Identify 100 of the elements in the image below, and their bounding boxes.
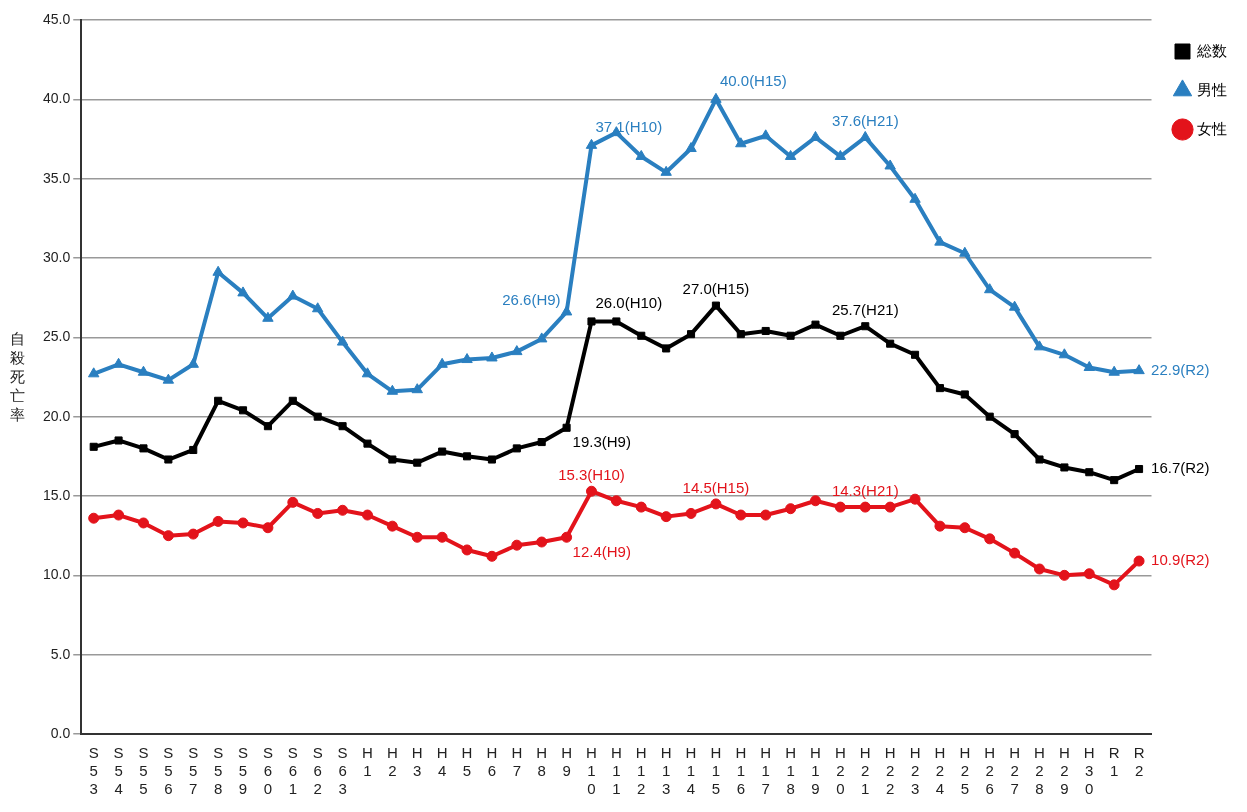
point: [88, 512, 100, 524]
x-tick-label: H12: [635, 744, 647, 798]
x-tick-label: H16: [735, 744, 747, 798]
point: [886, 339, 895, 348]
point: [1110, 476, 1119, 485]
point: [1108, 365, 1120, 376]
annotation: 37.6(H21): [831, 112, 899, 130]
point: [909, 493, 921, 505]
annotation: 10.9(R2): [1151, 551, 1210, 569]
x-tick-label: S59: [238, 744, 249, 798]
point: [660, 165, 672, 176]
x-tick-label: H1: [362, 744, 373, 780]
point: [313, 412, 322, 421]
point: [386, 384, 399, 395]
point: [585, 485, 597, 497]
x-tick-label: S57: [188, 744, 199, 798]
x-tick-label: H7: [511, 744, 523, 780]
point: [984, 533, 996, 545]
point: [909, 192, 921, 203]
point: [687, 330, 696, 339]
point: [1008, 300, 1021, 311]
legend-label: 総数: [1196, 41, 1227, 59]
x-tick-label: H3: [411, 744, 423, 780]
point: [1033, 340, 1046, 351]
point: [312, 507, 324, 519]
point: [486, 351, 498, 362]
x-tick-label: S53: [88, 744, 99, 798]
point: [413, 458, 422, 467]
point: [859, 130, 871, 141]
x-tick-label: H23: [909, 744, 921, 798]
annotation: 26.6(H9): [502, 290, 561, 308]
point: [561, 531, 573, 543]
point: [461, 353, 473, 364]
x-tick-label: H17: [760, 744, 772, 798]
point: [436, 531, 448, 543]
point: [361, 367, 374, 378]
point: [162, 373, 175, 384]
point: [512, 444, 521, 453]
point: [1058, 569, 1070, 581]
x-tick-label: S56: [163, 744, 174, 798]
point: [312, 302, 324, 313]
annotation: 27.0(H15): [682, 280, 750, 298]
point: [635, 149, 647, 160]
point: [811, 320, 820, 329]
point: [262, 311, 274, 322]
point: [859, 501, 871, 513]
x-tick-label: H28: [1034, 744, 1045, 798]
x-tick-label: H4: [436, 744, 448, 780]
point: [834, 501, 846, 513]
x-tick-label: H9: [561, 744, 573, 780]
annotation: 22.9(R2): [1151, 360, 1210, 378]
x-tick-label: H13: [660, 744, 672, 798]
x-tick-label: H10: [586, 744, 597, 798]
point: [164, 455, 173, 464]
point: [635, 501, 647, 513]
point: [463, 452, 472, 461]
annotation: 15.3(H10): [558, 465, 625, 483]
point: [536, 536, 548, 548]
point: [710, 498, 722, 510]
point: [637, 331, 646, 340]
point: [438, 447, 447, 456]
x-tick-label: H20: [834, 744, 846, 798]
point: [511, 539, 523, 551]
point: [786, 331, 795, 340]
point: [89, 442, 98, 451]
point: [237, 517, 249, 529]
point: [710, 92, 722, 103]
point: [287, 496, 299, 508]
x-tick-label: S55: [138, 744, 149, 798]
point: [338, 422, 347, 431]
point: [861, 322, 870, 331]
y-tick-label: 25.0: [43, 328, 71, 345]
x-tick-label: H15: [710, 744, 722, 798]
point: [1083, 360, 1095, 371]
point: [336, 335, 349, 346]
x-tick-label: H2: [386, 744, 398, 780]
point: [361, 509, 373, 521]
y-tick-label: 40.0: [43, 90, 71, 107]
point: [511, 345, 523, 356]
point: [214, 396, 223, 405]
x-tick-label: S61: [287, 744, 298, 798]
point: [114, 436, 123, 445]
x-tick-label: S60: [262, 744, 273, 798]
y-tick-label: 15.0: [43, 486, 71, 503]
point: [760, 129, 772, 140]
x-tick-label: S62: [312, 744, 323, 798]
x-tick-label: H6: [486, 744, 498, 780]
point: [1035, 455, 1044, 464]
point: [984, 283, 996, 294]
y-tick-label: 45.0: [43, 10, 71, 27]
point: [162, 530, 174, 542]
point: [662, 344, 671, 353]
point: [560, 305, 573, 316]
point: [262, 522, 274, 534]
y-tick-label: 5.0: [50, 645, 71, 662]
point: [911, 350, 920, 359]
x-tick-label: H27: [1009, 744, 1021, 798]
point: [735, 509, 747, 521]
point: [411, 531, 423, 543]
point: [785, 503, 797, 515]
